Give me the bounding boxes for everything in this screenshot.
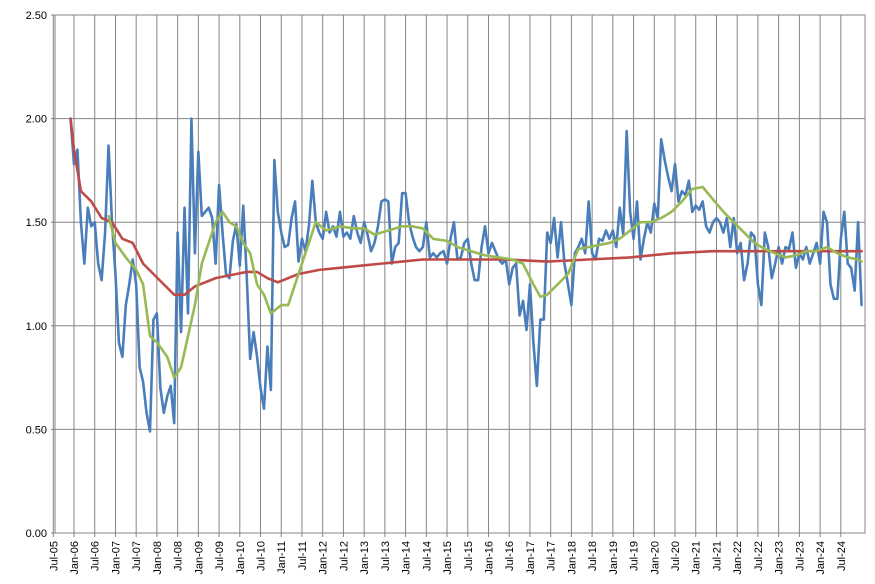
plot-area bbox=[54, 14, 866, 534]
series-line-3 bbox=[107, 185, 863, 379]
x-tick-label: Jul-07 bbox=[131, 541, 143, 571]
x-tick-label: Jan-14 bbox=[401, 541, 413, 575]
x-tick-label: Jan-23 bbox=[774, 541, 786, 575]
x-tick-label: Jul-20 bbox=[670, 541, 682, 571]
x-tick-label: Jan-20 bbox=[649, 541, 661, 575]
x-tick-label: Jul-13 bbox=[380, 541, 392, 571]
x-tick-label: Jan-21 bbox=[691, 541, 703, 575]
x-tick-label: Jul-12 bbox=[338, 541, 350, 571]
x-tick-label: Jan-11 bbox=[276, 541, 288, 574]
x-tick-label: Jul-11 bbox=[297, 541, 309, 570]
x-tick-label: Jan-17 bbox=[525, 541, 537, 575]
x-tick-label: Jul-16 bbox=[504, 541, 516, 571]
x-tick-label: Jul-21 bbox=[711, 541, 723, 571]
x-tick-label: Jul-05 bbox=[48, 541, 60, 571]
y-tick-label: 2.50 bbox=[26, 10, 47, 22]
x-tick-label: Jan-18 bbox=[566, 541, 578, 575]
y-axis-ticks: 0.00 0.50 1.00 1.50 2.00 2.50 bbox=[26, 10, 55, 540]
y-tick-label: 2.00 bbox=[26, 114, 47, 126]
x-tick-label: Jan-09 bbox=[193, 541, 205, 575]
x-tick-label: Jan-12 bbox=[318, 541, 330, 575]
x-tick-label: Jan-10 bbox=[235, 541, 247, 575]
x-tick-label: Jul-09 bbox=[214, 541, 226, 571]
x-tick-label: Jul-24 bbox=[836, 541, 848, 571]
x-tick-label: Jul-18 bbox=[587, 541, 599, 571]
x-tick-label: Jan-22 bbox=[732, 541, 744, 575]
x-tick-label: Jan-15 bbox=[442, 541, 454, 575]
x-tick-label: Jul-08 bbox=[173, 541, 185, 571]
y-tick-label: 1.00 bbox=[26, 321, 47, 333]
x-tick-label: Jul-14 bbox=[421, 541, 433, 571]
series-layer bbox=[69, 117, 863, 433]
x-tick-label: Jul-17 bbox=[546, 541, 558, 571]
x-tick-label: Jul-23 bbox=[794, 541, 806, 571]
x-tick-label: Jan-19 bbox=[608, 541, 620, 575]
x-tick-label: Jan-07 bbox=[110, 541, 122, 575]
y-tick-label: 0.00 bbox=[26, 528, 47, 540]
y-tick-label: 1.50 bbox=[26, 217, 47, 229]
x-tick-label: Jul-22 bbox=[753, 541, 765, 571]
y-tick-label: 0.50 bbox=[26, 424, 47, 436]
x-axis-ticks: Jul-05 Jan-06 Jul-06 Jan-07 Jul-07 Jan-08 Jul-… bbox=[48, 533, 848, 575]
series-line-2 bbox=[69, 117, 863, 297]
x-tick-label: Jul-15 bbox=[463, 541, 475, 571]
x-tick-label: Jul-06 bbox=[90, 541, 102, 571]
x-tick-label: Jan-06 bbox=[69, 541, 81, 575]
x-tick-label: Jan-08 bbox=[152, 541, 164, 575]
x-tick-label: Jan-13 bbox=[359, 541, 371, 575]
x-tick-label: Jan-24 bbox=[815, 541, 827, 575]
x-tick-label: Jul-19 bbox=[629, 541, 641, 571]
x-tick-label: Jul-10 bbox=[256, 541, 268, 571]
series-line-1 bbox=[69, 117, 863, 433]
x-tick-label: Jan-16 bbox=[483, 541, 495, 575]
